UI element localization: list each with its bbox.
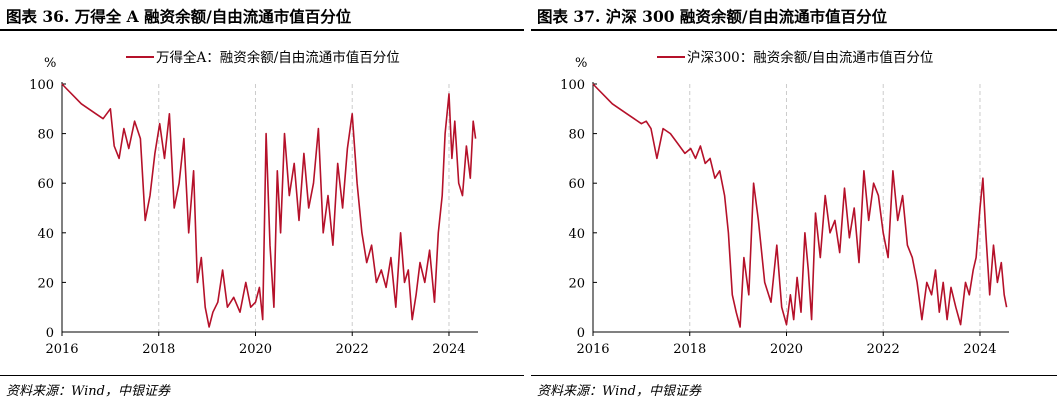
title-rule [0,29,524,31]
y-tick-label: 0 [577,326,585,341]
y-tick-label: 40 [37,227,54,242]
x-tick-label: 2016 [45,342,78,357]
y-tick-label: 20 [37,276,54,291]
x-tick-label: 2018 [673,342,706,357]
x-tick-label: 2024 [963,342,996,357]
y-unit-label: % [575,56,587,71]
series-line [592,83,1008,328]
x-tick-label: 2022 [336,342,369,357]
chart-title: 图表 37. 沪深 300 融资余额/自由流通市值百分位 [537,7,888,26]
title-rule [531,29,1057,31]
line-chart: % 0 20 40 60 80 100 2016 2018 2020 2022 2024 万得全A：融资… [29,49,478,357]
y-tick-label: 20 [568,276,585,291]
y-tick-label: 0 [46,326,54,341]
x-tick-label: 2024 [432,342,465,357]
y-tick-label: 100 [560,78,585,93]
source-rule [0,375,524,376]
x-tick-label: 2018 [142,342,175,357]
source-note: 资料来源：Wind，中银证券 [537,384,701,399]
x-tick-label: 2020 [239,342,272,357]
line-chart: % 0 20 40 60 80 100 2016 2018 2020 2022 2024 沪深300：融… [560,49,1009,357]
x-tick-label: 2022 [867,342,900,357]
source-note: 资料来源：Wind，中银证券 [6,384,170,399]
x-tick-label: 2016 [576,342,609,357]
y-tick-label: 60 [37,177,54,192]
y-tick-label: 80 [568,128,585,143]
source-rule [531,375,1057,376]
y-unit-label: % [44,56,56,71]
legend-label: 沪深300：融资余额/自由流通市值百分位 [687,49,933,66]
legend-label: 万得全A：融资余额/自由流通市值百分位 [156,49,400,66]
y-tick-label: 80 [37,128,54,143]
chart-panel-37: 图表 37. 沪深 300 融资余额/自由流通市值百分位 % 0 20 40 60 80 1… [531,0,1061,403]
chart-panel-36: 图表 36. 万得全 A 融资余额/自由流通市值百分位 % 0 20 40 60 80 10… [0,0,530,403]
y-tick-label: 100 [29,78,54,93]
series-line [61,83,477,328]
y-tick-label: 60 [568,177,585,192]
x-tick-label: 2020 [770,342,803,357]
y-tick-label: 40 [568,227,585,242]
chart-title: 图表 36. 万得全 A 融资余额/自由流通市值百分位 [6,7,352,26]
